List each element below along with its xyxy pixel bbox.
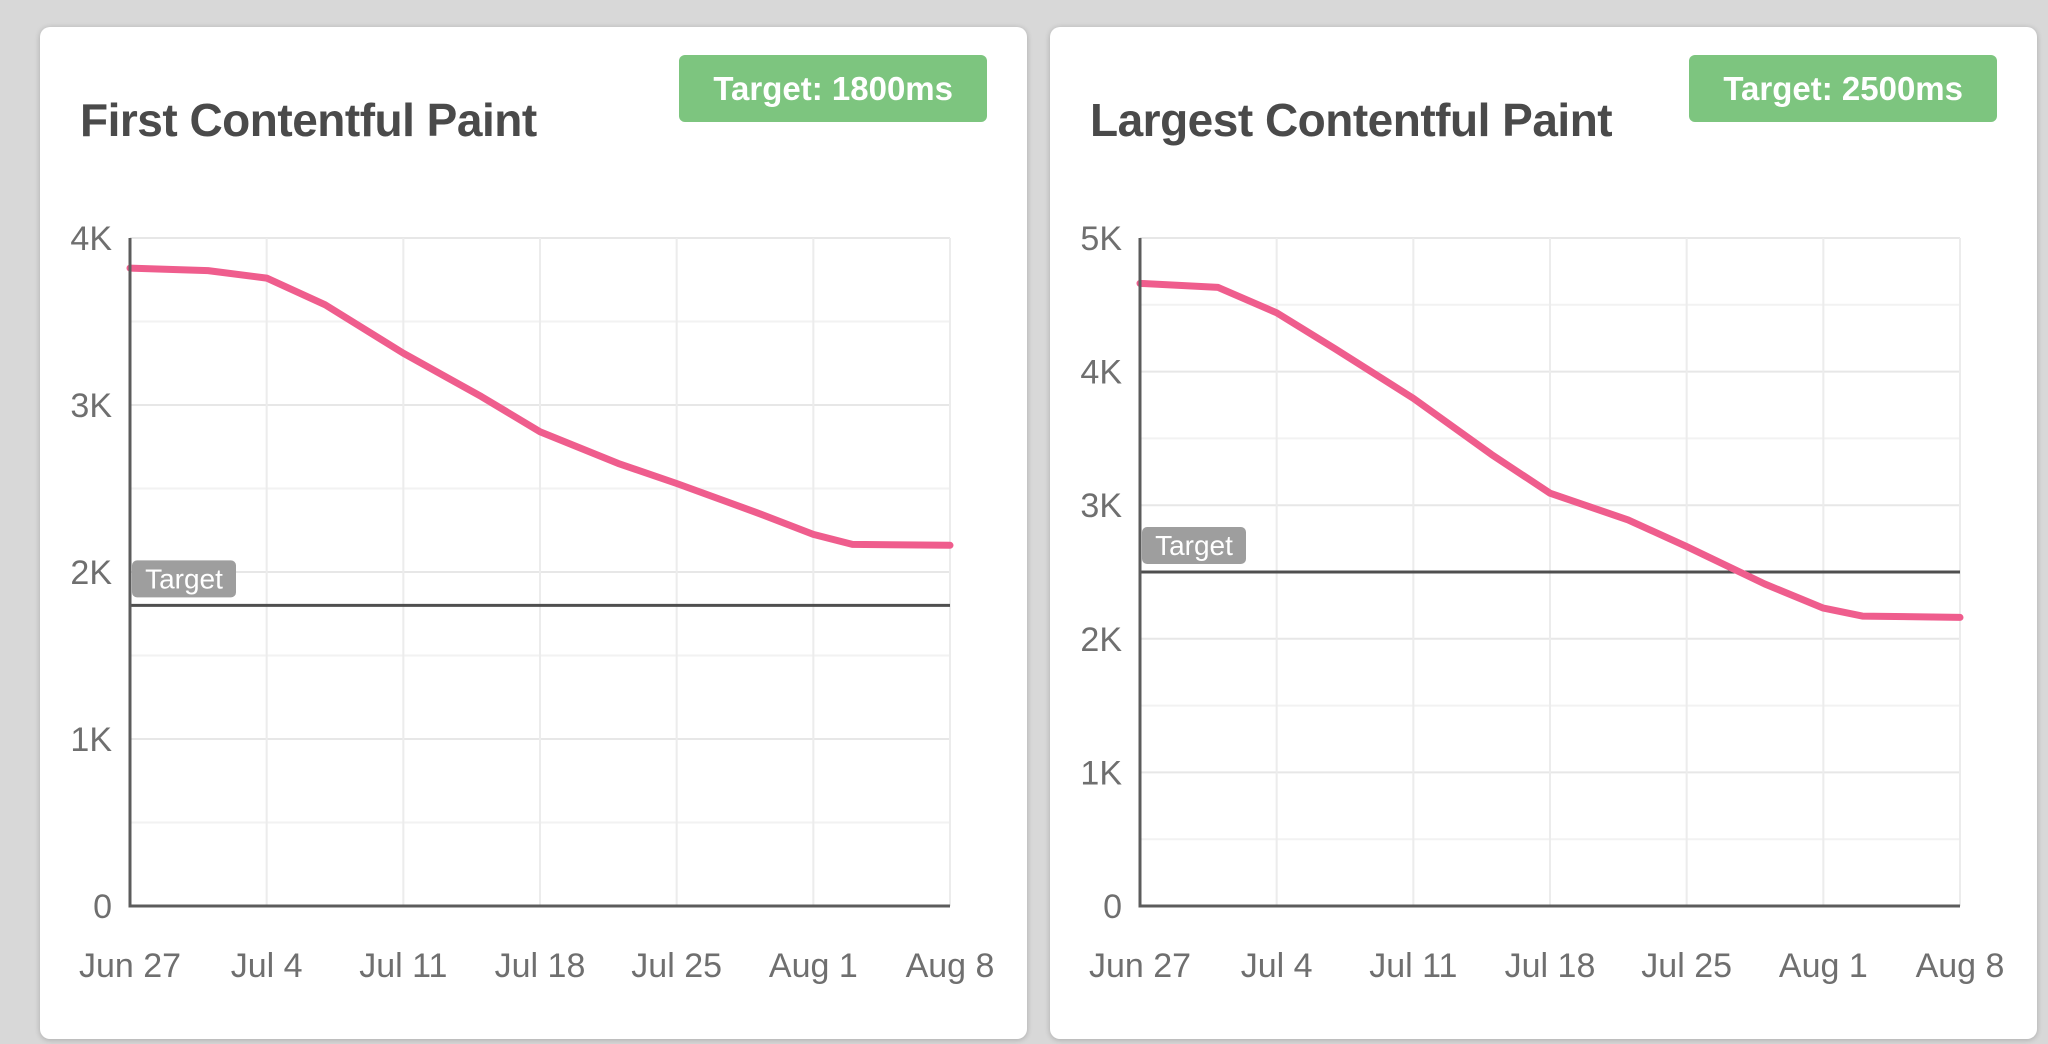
svg-text:Aug 8: Aug 8 — [1916, 947, 2005, 985]
svg-text:Jul 25: Jul 25 — [631, 947, 722, 985]
svg-text:Jul 11: Jul 11 — [359, 947, 447, 985]
target-label-badge — [1142, 527, 1246, 564]
svg-text:2K: 2K — [70, 554, 112, 592]
fcp-chart-title: First Contentful Paint — [80, 94, 537, 146]
lcp-chart-card: Largest Contentful Paint Target: 2500ms … — [1050, 27, 2037, 1039]
svg-text:5K: 5K — [1080, 220, 1122, 258]
target-label-text: Target — [145, 563, 223, 594]
svg-text:Jul 25: Jul 25 — [1641, 947, 1732, 985]
svg-text:Aug 8: Aug 8 — [906, 947, 995, 985]
fcp-chart-card: First Contentful Paint Target: 1800ms 0 1… — [40, 27, 1027, 1039]
axes — [1138, 238, 1960, 908]
svg-text:2K: 2K — [1080, 621, 1122, 659]
y-axis-labels: 0 1K 2K 3K 4K — [70, 220, 112, 926]
x-axis-labels: Jun 27 Jul 4 Jul 11 Jul 18 Jul 25 Aug 1 Aug 8 — [79, 947, 994, 985]
series-line — [1136, 279, 1964, 621]
lcp-chart-title: Largest Contentful Paint — [1090, 94, 1613, 146]
axes — [128, 238, 950, 908]
x-axis-labels: Jun 27 Jul 4 Jul 11 Jul 18 Jul 25 Aug 1 Aug 8 — [1089, 947, 2004, 985]
lcp-target-badge: Target: 2500ms — [1689, 55, 1997, 122]
fcp-line-chart: 0 1K 2K 3K 4K Jun 27 Jul 4 Jul 11 Jul 18 Jul 25 Au… — [70, 220, 994, 985]
svg-text:4K: 4K — [1080, 354, 1122, 392]
lcp-line-chart: 0 1K 2K 3K 4K 5K Jun 27 Jul 4 Jul 11 Jul 18 Jul 25… — [1080, 220, 2004, 985]
svg-text:Jul 4: Jul 4 — [1241, 947, 1313, 985]
target-label-text: Target — [1155, 530, 1233, 561]
target-label-badge — [132, 560, 236, 598]
svg-text:Jul 4: Jul 4 — [231, 947, 303, 985]
svg-text:Aug 1: Aug 1 — [769, 947, 858, 985]
svg-text:Jun 27: Jun 27 — [1089, 947, 1191, 985]
svg-text:4K: 4K — [70, 220, 112, 258]
series-line — [126, 264, 954, 549]
svg-text:Jul 11: Jul 11 — [1369, 947, 1457, 985]
svg-text:0: 0 — [93, 888, 112, 926]
svg-text:Jul 18: Jul 18 — [495, 947, 586, 985]
svg-text:0: 0 — [1103, 888, 1122, 926]
svg-text:Jul 18: Jul 18 — [1505, 947, 1596, 985]
svg-text:3K: 3K — [70, 387, 112, 425]
svg-text:3K: 3K — [1080, 487, 1122, 525]
gridlines — [130, 237, 951, 906]
svg-text:1K: 1K — [70, 721, 112, 759]
svg-text:Jun 27: Jun 27 — [79, 947, 181, 985]
svg-text:1K: 1K — [1080, 754, 1122, 792]
gridlines — [1140, 237, 1961, 906]
svg-text:Aug 1: Aug 1 — [1779, 947, 1868, 985]
y-axis-labels: 0 1K 2K 3K 4K 5K — [1080, 220, 1122, 926]
fcp-target-badge: Target: 1800ms — [679, 55, 987, 122]
